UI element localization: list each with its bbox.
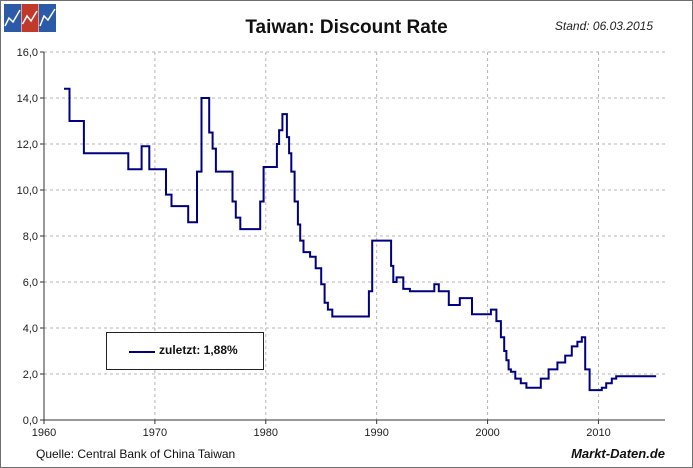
stand-date: Stand: 06.03.2015: [554, 19, 653, 33]
x-tick-label: 1970: [143, 427, 167, 439]
legend-line-swatch: [129, 351, 155, 353]
x-tick-label: 2000: [475, 427, 499, 439]
y-tick-label: 2,0: [23, 369, 38, 381]
x-tick-label: 1990: [364, 427, 388, 439]
y-tick-label: 8,0: [23, 231, 38, 243]
series-line-discount-rate: [64, 87, 657, 392]
legend-label: zuletzt: 1,88%: [159, 343, 238, 357]
x-tick-label: 2010: [586, 427, 610, 439]
y-tick-label: 10,0: [17, 185, 38, 197]
source-note: Quelle: Central Bank of China Taiwan: [36, 447, 236, 461]
y-tick-label: 16,0: [17, 47, 38, 59]
x-tick-label: 1960: [32, 427, 56, 439]
y-tick-label: 6,0: [23, 277, 38, 289]
y-tick-label: 0,0: [23, 415, 38, 427]
x-tick-label: 1980: [254, 427, 278, 439]
legend: zuletzt: 1,88%: [106, 332, 264, 370]
brand-logo-icon: [4, 4, 56, 32]
y-tick-label: 14,0: [17, 93, 38, 105]
chart-title: Taiwan: Discount Rate: [245, 17, 448, 38]
brand-name: Markt-Daten.de: [571, 446, 665, 461]
y-tick-label: 4,0: [23, 323, 38, 335]
y-tick-label: 12,0: [17, 139, 38, 151]
